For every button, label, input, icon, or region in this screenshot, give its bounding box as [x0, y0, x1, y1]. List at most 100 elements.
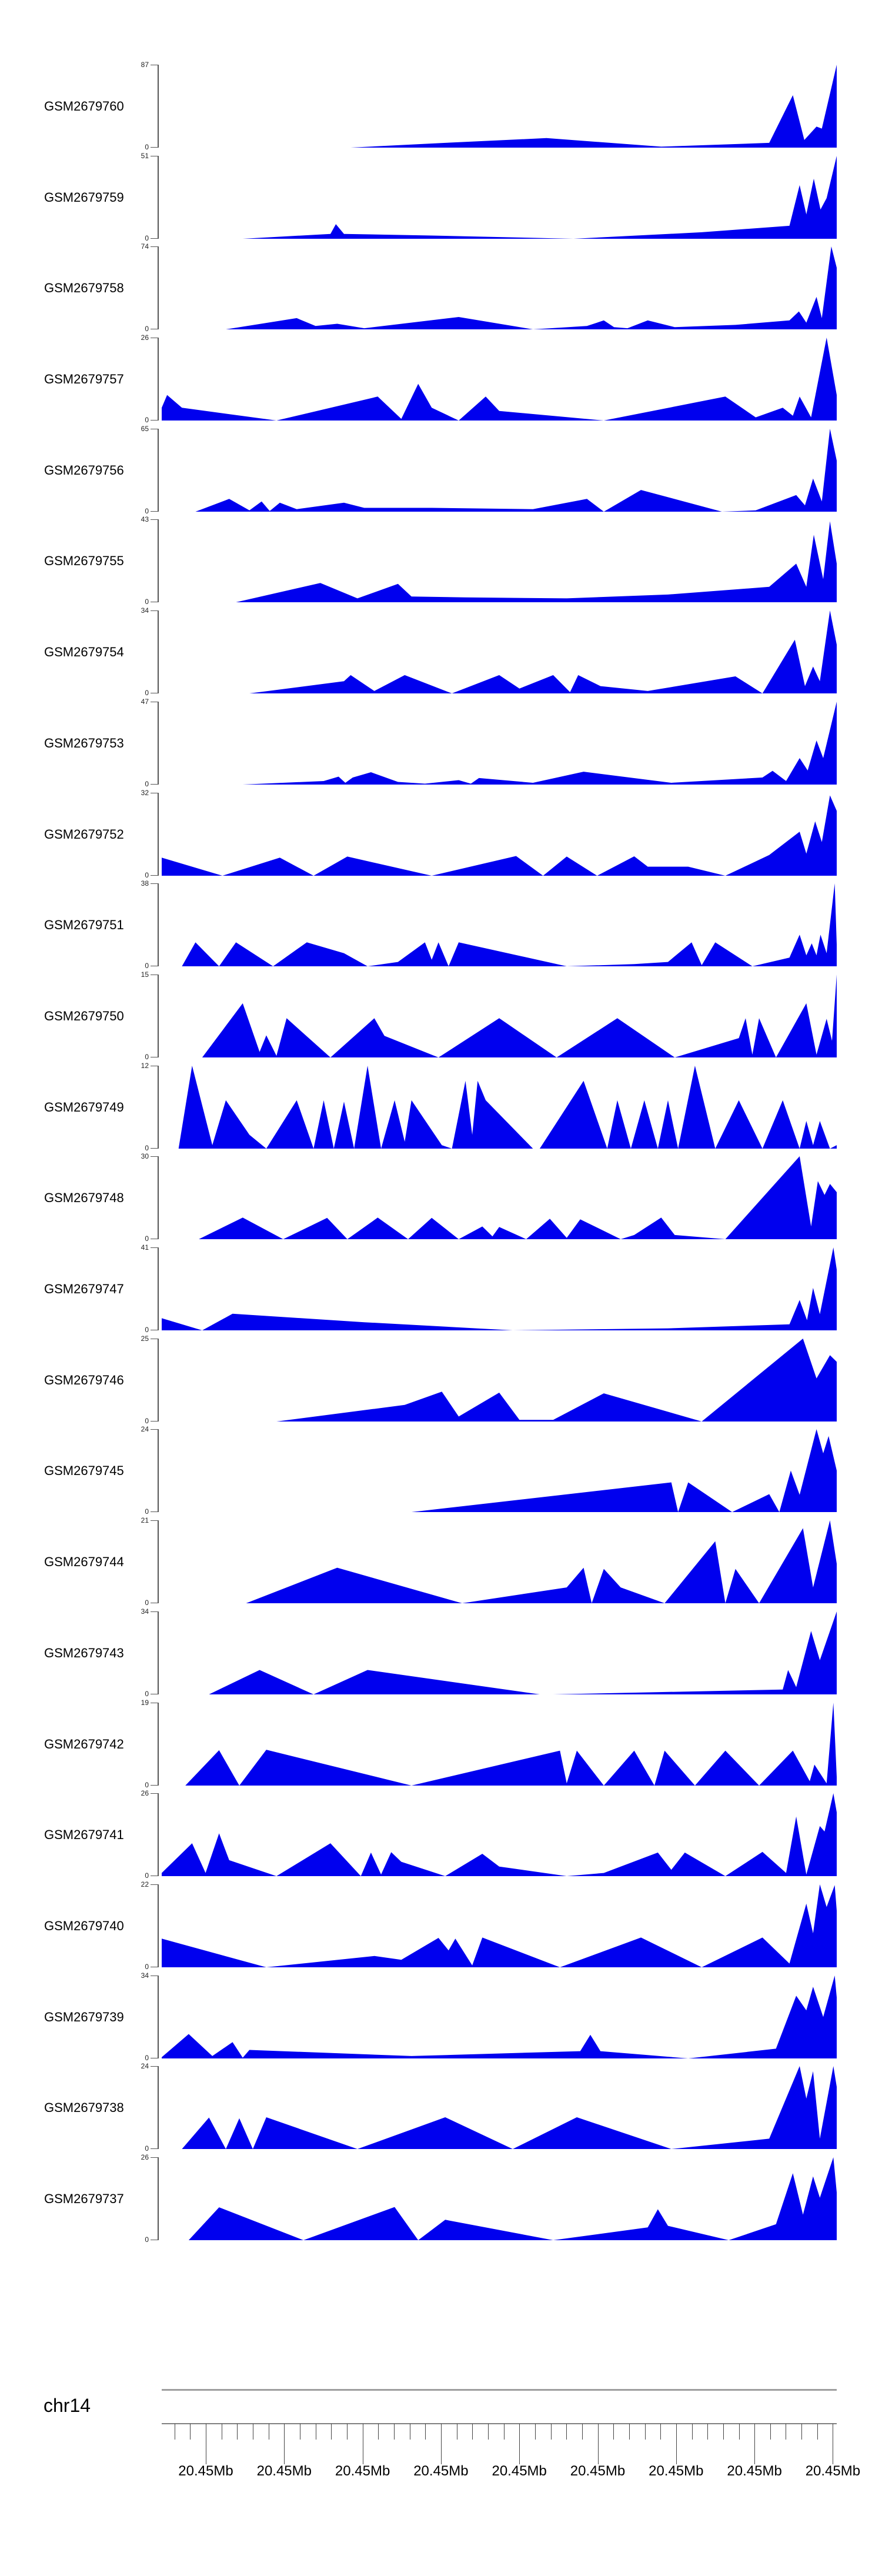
- track-sample-label: GSM2679738: [44, 2100, 124, 2115]
- coverage-area-polygon: [162, 2157, 837, 2240]
- track-ymin-label: 0: [145, 1871, 149, 1880]
- track-sample-label: GSM2679743: [44, 1645, 124, 1660]
- track-sample-label: GSM2679748: [44, 1190, 124, 1205]
- ruler-tick-label: 20.45Mb: [335, 2463, 390, 2479]
- coverage-area-plot: [162, 1520, 837, 1603]
- track-row: GSM2679737 26 0: [0, 2154, 882, 2244]
- coverage-area-polygon: [162, 1156, 837, 1239]
- track-row: GSM2679745 24 0: [0, 1425, 882, 1515]
- track-y-axis-line: [158, 156, 159, 239]
- track-row: GSM2679755 43 0: [0, 515, 882, 605]
- coverage-area-polygon: [162, 156, 837, 239]
- ruler-minor-tick: [817, 2424, 818, 2440]
- ruler-minor-tick: [566, 2424, 567, 2440]
- coverage-area-polygon: [162, 610, 837, 693]
- track-ymax-label: 34: [141, 1607, 149, 1616]
- coverage-area-plot: [162, 2157, 837, 2240]
- ruler-minor-tick: [723, 2424, 724, 2440]
- ruler-tick-label: 20.45Mb: [256, 2463, 312, 2479]
- track-ymax-label: 47: [141, 698, 149, 706]
- track-ymin-label: 0: [145, 1690, 149, 1698]
- track-ymax-label: 32: [141, 789, 149, 797]
- track-ymin-label: 0: [145, 1599, 149, 1607]
- ruler-minor-tick: [378, 2424, 379, 2440]
- track-ymin-label: 0: [145, 689, 149, 697]
- ruler-minor-tick: [237, 2424, 238, 2440]
- coverage-area-polygon: [162, 1429, 837, 1512]
- track-sample-label: GSM2679740: [44, 1918, 124, 1933]
- coverage-area-plot: [162, 1429, 837, 1512]
- coverage-area-plot: [162, 1976, 837, 2058]
- coverage-area-polygon: [162, 338, 837, 421]
- track-y-axis-line: [158, 1156, 159, 1239]
- track-row: GSM2679756 65 0: [0, 425, 882, 515]
- track-y-axis-line: [158, 1703, 159, 1786]
- track-sample-label: GSM2679756: [44, 462, 124, 478]
- coverage-area-polygon: [162, 1247, 837, 1330]
- track-y-axis-tick: [151, 519, 158, 520]
- ruler-minor-tick: [487, 2424, 489, 2440]
- coverage-area-polygon: [162, 521, 837, 602]
- coverage-area-polygon: [162, 65, 837, 148]
- track-ymin-label: 0: [145, 1963, 149, 1971]
- track-y-axis-tick: [151, 784, 158, 785]
- track-row: GSM2679743 34 0: [0, 1607, 882, 1698]
- ruler-minor-tick: [707, 2424, 709, 2440]
- track-y-axis-tick: [151, 420, 158, 421]
- track-ymax-label: 26: [141, 1789, 149, 1797]
- ruler-minor-tick: [393, 2424, 395, 2440]
- track-y-axis-line: [158, 338, 159, 421]
- track-ymax-label: 12: [141, 1062, 149, 1070]
- track-row: GSM2679744 21 0: [0, 1517, 882, 1607]
- track-sample-label: GSM2679737: [44, 2191, 124, 2206]
- ruler-minor-tick: [472, 2424, 473, 2440]
- ruler-major-tick: [597, 2424, 599, 2464]
- track-row: GSM2679740 22 0: [0, 1881, 882, 1971]
- ruler-major-tick: [440, 2424, 442, 2464]
- track-ymax-label: 43: [141, 515, 149, 523]
- ruler-minor-tick: [660, 2424, 662, 2440]
- track-ymax-label: 15: [141, 970, 149, 979]
- track-ymin-label: 0: [145, 1326, 149, 1334]
- coverage-area-polygon: [162, 1884, 837, 1967]
- track-y-axis-line: [158, 519, 159, 602]
- track-row: GSM2679746 25 0: [0, 1335, 882, 1424]
- track-sample-label: GSM2679755: [44, 553, 124, 568]
- track-y-axis-tick: [151, 246, 158, 247]
- ruler-minor-tick: [613, 2424, 614, 2440]
- track-y-axis-tick: [151, 1429, 158, 1430]
- track-y-axis-tick: [151, 1793, 158, 1794]
- track-row: GSM2679747 41 0: [0, 1244, 882, 1334]
- track-row: GSM2679760 87 0: [0, 61, 882, 151]
- track-sample-label: GSM2679745: [44, 1463, 124, 1478]
- track-row: GSM2679753 47 0: [0, 698, 882, 788]
- track-row: GSM2679754 34 0: [0, 607, 882, 697]
- track-ymin-label: 0: [145, 2235, 149, 2244]
- ruler-tick-label: 20.45Mb: [805, 2463, 861, 2479]
- track-y-axis-tick: [151, 1611, 158, 1612]
- track-y-axis-tick: [151, 2157, 158, 2158]
- track-y-axis-line: [158, 1884, 159, 1967]
- ruler-major-tick: [754, 2424, 756, 2464]
- track-y-axis-tick: [151, 238, 158, 239]
- coverage-area-plot: [162, 429, 837, 512]
- track-row: GSM2679759 51 0: [0, 152, 882, 242]
- coverage-area-polygon: [162, 1066, 837, 1149]
- track-sample-label: GSM2679754: [44, 644, 124, 659]
- coverage-area-plot: [162, 1339, 837, 1422]
- track-ymax-label: 87: [141, 61, 149, 69]
- track-y-axis-line: [158, 429, 159, 512]
- track-sample-label: GSM2679751: [44, 917, 124, 932]
- coverage-area-plot: [162, 1247, 837, 1330]
- track-ymax-label: 24: [141, 2062, 149, 2070]
- track-y-axis-tick: [151, 875, 158, 876]
- track-ymin-label: 0: [145, 780, 149, 788]
- track-ymax-label: 24: [141, 1425, 149, 1433]
- track-y-axis-tick: [151, 147, 158, 148]
- coverage-area-polygon: [162, 1976, 837, 2058]
- track-y-axis-tick: [151, 883, 158, 884]
- coverage-area-plot: [162, 338, 837, 421]
- track-y-axis-line: [158, 1429, 159, 1512]
- track-row: GSM2679741 26 0: [0, 1789, 882, 1880]
- coverage-area-plot: [162, 1066, 837, 1149]
